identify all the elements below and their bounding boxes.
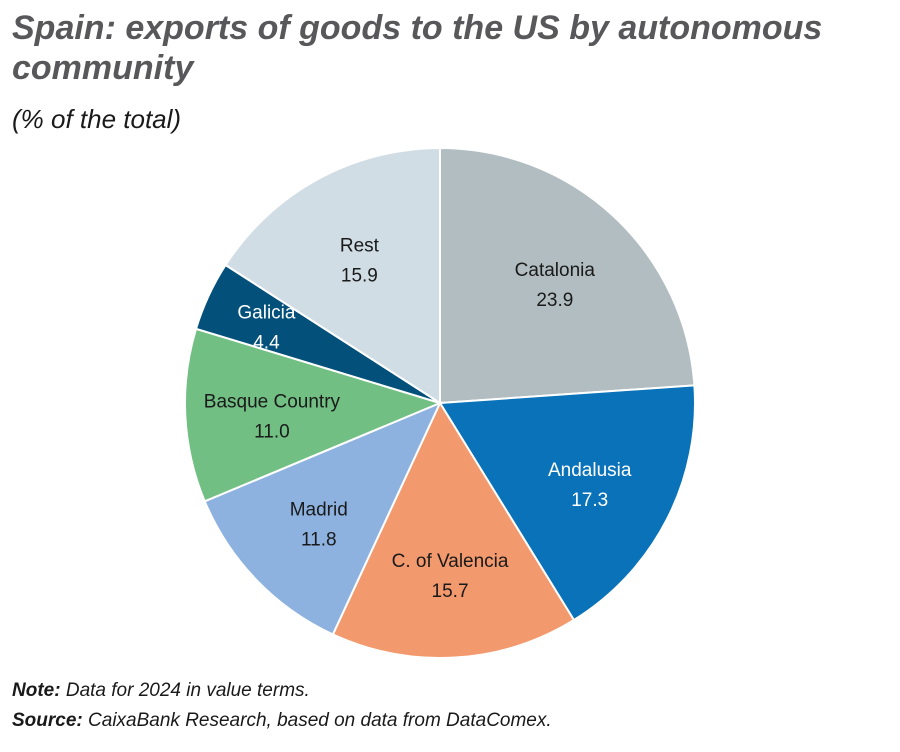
chart-subtitle: (% of the total) (12, 104, 182, 134)
slice-value: 15.7 (432, 581, 469, 602)
pie-slice-basque-country (183, 327, 443, 503)
slice-value: 4.4 (253, 333, 280, 354)
slice-label: C. of Valencia (392, 551, 509, 572)
pie-slice-andalusia (438, 384, 696, 622)
chart-title: Spain: exports of goods to the US by aut… (12, 9, 823, 87)
slice-value: 17.3 (571, 490, 608, 511)
slice-label: Rest (340, 235, 380, 256)
slice-value: 15.9 (341, 265, 378, 286)
note-label: Note: (12, 680, 61, 701)
slice-label: Basque Country (204, 391, 341, 412)
slice-value: 11.8 (301, 530, 337, 551)
pie-slice-catalonia (439, 146, 696, 405)
pie-slice-c-of-valencia (331, 400, 576, 659)
slice-label: Madrid (290, 500, 348, 521)
slice-value: 11.0 (254, 421, 290, 442)
source-label: Source: (12, 710, 83, 731)
slice-label: Galicia (237, 303, 296, 324)
slice-label: Andalusia (548, 460, 632, 481)
pie-slice-madrid (203, 401, 442, 636)
source: Source: CaixaBank Research, based on dat… (12, 710, 552, 732)
source-text: CaixaBank Research, based on data from D… (82, 710, 552, 731)
note-text: Data for 2024 in value terms. (60, 680, 310, 701)
slice-value: 23.9 (536, 290, 573, 311)
pie-slice-rest (224, 146, 441, 405)
slice-label: Catalonia (515, 260, 596, 281)
note: Note: Data for 2024 in value terms. (12, 680, 310, 702)
